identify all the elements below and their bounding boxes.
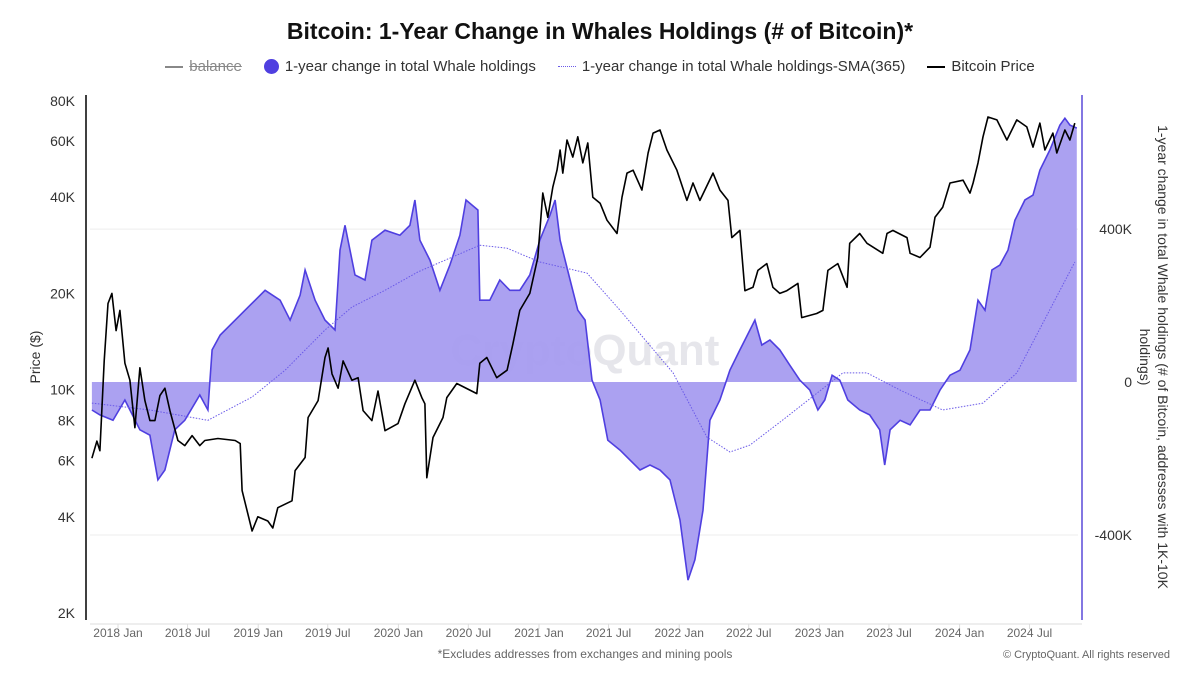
legend: balance 1-year change in total Whale hol…	[0, 58, 1200, 75]
x-tick-label: 2022 Jan	[655, 626, 704, 640]
x-tick-label: 2024 Jan	[935, 626, 984, 640]
x-tick-label: 2023 Jan	[795, 626, 844, 640]
y-right-tick-label: 400K	[1099, 221, 1132, 237]
whale-sma-line	[91, 244, 1076, 453]
x-tick-label: 2020 Jul	[446, 626, 491, 640]
x-tick-label: 2021 Jan	[514, 626, 563, 640]
legend-label: 1-year change in total Whale holdings	[284, 58, 536, 75]
legend-line-swatch	[165, 65, 184, 68]
y-left-tick-label: 8K	[58, 413, 76, 429]
legend-dot-swatch	[263, 59, 279, 74]
legend-item-balance[interactable]: balance	[165, 58, 242, 75]
x-tick-label: 2022 Jul	[726, 626, 771, 640]
y-axis-left-label: Price ($)	[27, 331, 43, 384]
copyright: © CryptoQuant. All rights reserved	[1002, 649, 1170, 661]
x-tick-label: 2024 Jul	[1007, 626, 1052, 640]
legend-item-whale-change[interactable]: 1-year change in total Whale holdings	[263, 58, 536, 75]
y-left-tick-label: 6K	[58, 453, 76, 469]
y-right-tick-label: 0	[1124, 374, 1132, 390]
x-tick-label: 2019 Jan	[234, 626, 283, 640]
y-left-tick-label: 40K	[50, 189, 76, 205]
x-tick-label: 2019 Jul	[305, 626, 350, 640]
bitcoin-price-line	[91, 116, 1076, 532]
y-left-tick-label: 2K	[58, 605, 76, 621]
y-axis-right-label-line1: 1-year change in total Whale holdings (#…	[1155, 125, 1171, 589]
y-left-tick-label: 4K	[58, 509, 76, 525]
whale-change-area	[91, 118, 1077, 581]
x-tick-label: 2021 Jul	[586, 626, 631, 640]
chart-title: Bitcoin: 1-Year Change in Whales Holding…	[286, 18, 914, 44]
legend-label: Bitcoin Price	[951, 58, 1035, 75]
footnote: *Excludes addresses from exchanges and m…	[437, 647, 733, 661]
legend-item-whale-sma[interactable]: 1-year change in total Whale holdings-SM…	[557, 58, 906, 75]
y-left-tick-label: 60K	[50, 133, 76, 149]
legend-item-bitcoin-price[interactable]: Bitcoin Price	[927, 58, 1035, 75]
y-axis-right-label-line2: holdings)	[1137, 329, 1153, 386]
x-tick-label: 2018 Jan	[93, 626, 142, 640]
x-tick-label: 2023 Jul	[866, 626, 911, 640]
legend-line-swatch	[927, 65, 946, 68]
legend-label: 1-year change in total Whale holdings-SM…	[581, 58, 906, 75]
legend-dotted-swatch	[557, 66, 576, 67]
x-tick-label: 2020 Jan	[374, 626, 423, 640]
whale-change-line	[91, 116, 1078, 581]
y-left-tick-label: 10K	[50, 382, 76, 398]
y-right-tick-label: -400K	[1095, 527, 1133, 543]
y-axis-right-label: 1-year change in total Whale holdings (#…	[1137, 125, 1171, 589]
y-left-tick-label: 20K	[50, 285, 76, 301]
legend-label: balance	[189, 58, 242, 75]
x-tick-label: 2018 Jul	[165, 626, 210, 640]
y-left-tick-label: 80K	[50, 93, 76, 109]
